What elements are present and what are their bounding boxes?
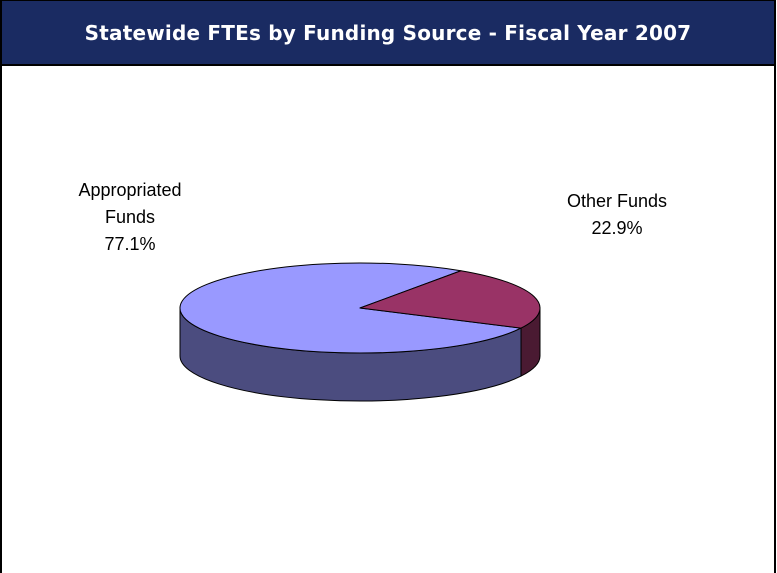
data-label-line: Funds [105,207,155,227]
chart-title: Statewide FTEs by Funding Source - Fisca… [84,20,692,45]
data-label-line: 22.9% [591,218,642,238]
data-label-appropriated-funds: Appropriated Funds 77.1% [78,180,181,254]
label-group: Appropriated Funds 77.1% Other Funds 22.9% [78,180,667,254]
data-label-other-funds: Other Funds 22.9% [567,191,667,238]
pie-slice-other-funds [359,270,541,329]
data-label-line: 77.1% [104,234,155,254]
data-label-line: Other Funds [567,191,667,211]
title-bar: Statewide FTEs by Funding Source - Fisca… [2,1,774,66]
pie-group [179,262,541,402]
pie-slice-appropriated-funds [179,262,522,354]
data-label-line: Appropriated [78,180,181,200]
